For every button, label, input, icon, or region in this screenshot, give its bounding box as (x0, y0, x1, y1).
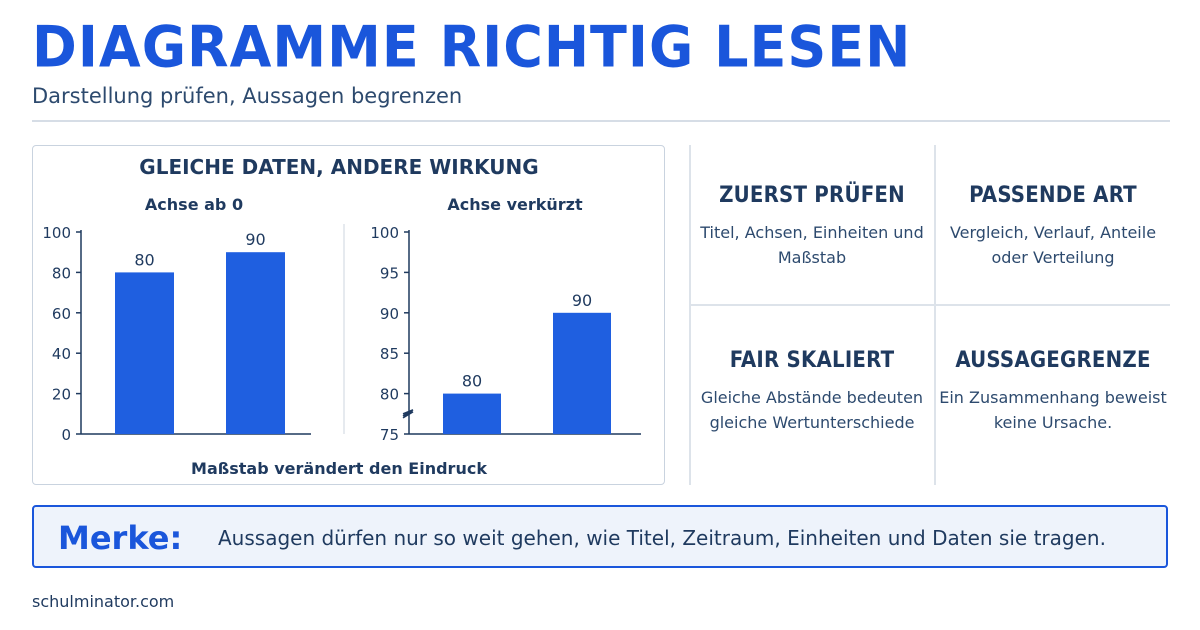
chart-2-y-tick-label: 95 (380, 264, 399, 282)
chart-panel-heading: GLEICHE DATEN, ANDERE WIRKUNG (139, 155, 538, 179)
chart-panel-caption: Maßstab verändert den Eindruck (191, 459, 487, 478)
tip-body: Gleiche Abstände bedeuten gleiche Wertun… (700, 388, 924, 432)
chart-1-y-tick-label: 80 (52, 264, 71, 282)
page-title: DIAGRAMME RICHTIG LESEN (32, 14, 912, 81)
header-divider (32, 120, 1170, 122)
chart-panel: GLEICHE DATEN, ANDERE WIRKUNG Maßstab ve… (32, 145, 665, 485)
chart-1-y-tick-label: 0 (61, 426, 71, 444)
grid-line-middle (689, 304, 1170, 306)
merke-text: Aussagen dürfen nur so weit gehen, wie T… (218, 526, 1106, 550)
tip-body: Ein Zusammenhang beweist keine Ursache. (939, 388, 1167, 432)
grid-line-left (689, 145, 691, 485)
chart-2-bar (443, 393, 501, 434)
merke-box: Merke: Aussagen dürfen nur so weit gehen… (32, 505, 1168, 568)
chart-2-y-tick-label: 85 (380, 345, 399, 363)
chart-1-y-tick-label: 60 (52, 305, 71, 323)
tip-body: Titel, Achsen, Einheiten und Maßstab (700, 223, 924, 267)
tip-heading: PASSENDE ART (969, 183, 1137, 208)
chart-1-title: Achse ab 0 (145, 195, 243, 214)
chart-1-bar (226, 252, 285, 434)
footer-site: schulminator.com (32, 592, 175, 611)
chart-2-axis-break (402, 409, 414, 419)
chart-2-y-tick-label: 80 (380, 386, 399, 404)
tip-aussagegrenze: AUSSAGEGRENZE Ein Zusammenhang beweist k… (938, 348, 1168, 435)
tip-heading: ZUERST PRÜFEN (719, 183, 905, 208)
merke-label: Merke: (58, 519, 183, 557)
bar-charts: GLEICHE DATEN, ANDERE WIRKUNG Maßstab ve… (42, 155, 641, 478)
tip-fair-skaliert: FAIR SKALIERT Gleiche Abstände bedeuten … (697, 348, 927, 435)
chart-2-bar (553, 312, 611, 434)
tip-body: Vergleich, Verlauf, Anteile oder Verteil… (949, 223, 1157, 267)
chart-2-data-label: 90 (572, 291, 592, 310)
chart-1-data-label: 90 (245, 230, 265, 249)
tip-zuerst-pruefen: ZUERST PRÜFEN Titel, Achsen, Einheiten u… (697, 183, 927, 270)
grid-line-center (934, 145, 936, 485)
tip-heading: FAIR SKALIERT (729, 348, 895, 373)
chart-1-y-tick-label: 100 (42, 224, 71, 242)
chart-2-y-tick-label: 90 (380, 305, 399, 323)
chart-1-data-label: 80 (134, 250, 154, 269)
chart-1-bar (115, 272, 174, 434)
chart-2-data-label: 80 (462, 372, 482, 391)
chart-1-y-tick-label: 40 (52, 345, 71, 363)
tip-heading: AUSSAGEGRENZE (955, 348, 1151, 373)
chart-2-title: Achse verkürzt (447, 195, 583, 214)
chart-1-y-tick-label: 20 (52, 386, 71, 404)
tip-passende-art: PASSENDE ART Vergleich, Verlauf, Anteile… (938, 183, 1168, 270)
chart-2-y-tick-label: 100 (370, 224, 399, 242)
chart-2-y-tick-label: 75 (380, 426, 399, 444)
page-subtitle: Darstellung prüfen, Aussagen begrenzen (32, 84, 463, 108)
